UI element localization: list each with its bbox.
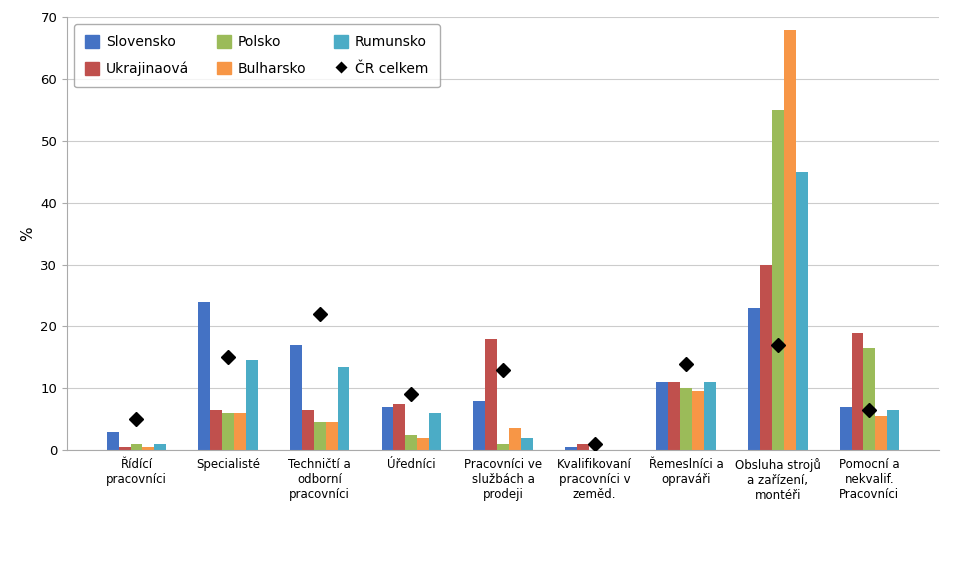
Bar xyxy=(222,413,234,450)
Bar xyxy=(394,404,405,450)
Bar xyxy=(405,434,418,450)
Bar xyxy=(106,432,119,450)
Bar xyxy=(473,400,485,450)
Bar xyxy=(876,416,887,450)
Bar xyxy=(154,444,167,450)
Bar xyxy=(521,438,533,450)
Bar xyxy=(302,410,314,450)
Bar xyxy=(143,447,154,450)
Bar xyxy=(429,413,441,450)
Bar xyxy=(198,302,210,450)
Bar xyxy=(748,308,760,450)
Bar xyxy=(234,413,246,450)
Bar xyxy=(852,332,863,450)
Bar xyxy=(863,348,876,450)
Bar xyxy=(760,265,772,450)
Bar xyxy=(418,438,429,450)
Bar xyxy=(680,388,692,450)
Bar xyxy=(509,428,521,450)
Bar xyxy=(772,110,784,450)
Bar xyxy=(485,339,497,450)
Bar xyxy=(704,382,716,450)
Bar xyxy=(796,172,808,450)
Bar xyxy=(692,391,704,450)
Bar xyxy=(119,447,130,450)
Bar xyxy=(337,366,350,450)
Legend: Slovensko, Ukrajinaová, Polsko, Bulharsko, Rumunsko, ČR celkem: Slovensko, Ukrajinaová, Polsko, Bulharsk… xyxy=(74,24,440,88)
Y-axis label: %: % xyxy=(20,226,34,241)
Bar xyxy=(839,407,852,450)
Bar xyxy=(130,444,143,450)
Bar xyxy=(565,447,577,450)
Bar xyxy=(210,410,222,450)
Bar xyxy=(326,422,337,450)
Bar xyxy=(656,382,669,450)
Bar xyxy=(290,345,302,450)
Bar xyxy=(381,407,394,450)
Bar xyxy=(669,382,680,450)
Bar xyxy=(246,361,258,450)
Bar xyxy=(314,422,326,450)
Bar xyxy=(784,29,796,450)
Bar xyxy=(887,410,900,450)
Bar xyxy=(497,444,509,450)
Bar xyxy=(577,444,588,450)
